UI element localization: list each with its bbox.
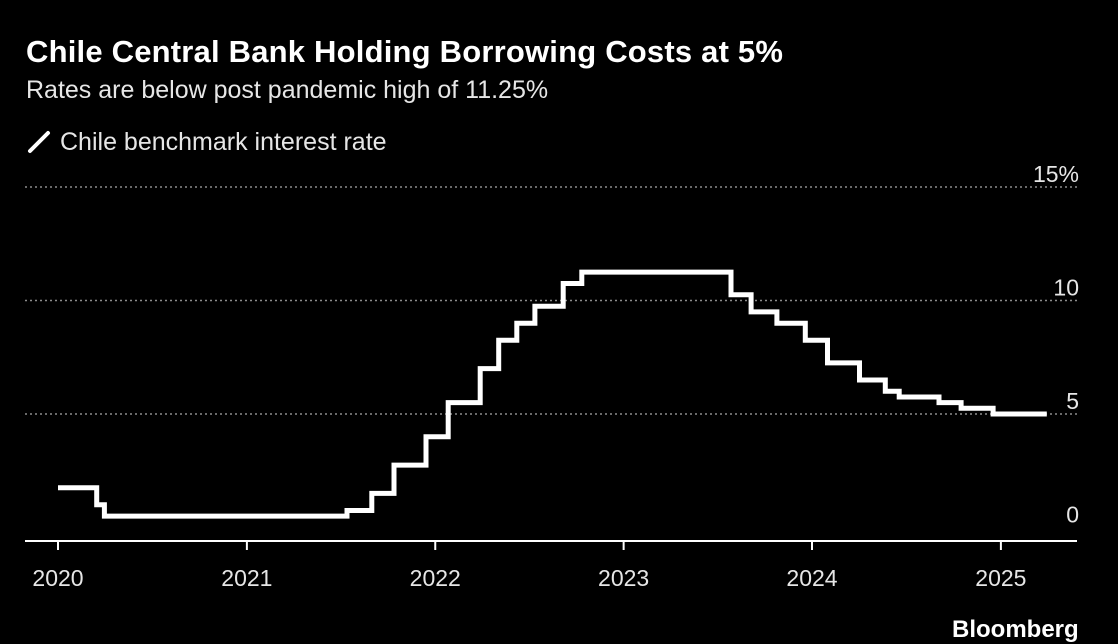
legend-label: Chile benchmark interest rate xyxy=(60,127,387,156)
y-tick-label: 15% xyxy=(1033,161,1079,187)
gridlines xyxy=(25,186,1077,415)
x-tick-label: 2025 xyxy=(975,565,1026,591)
y-axis-tick-labels: 0 5 10 15% xyxy=(1033,161,1079,528)
series-line-chile-benchmark-interest-rate xyxy=(58,269,1047,519)
chart-subtitle: Rates are below post pandemic high of 11… xyxy=(26,76,549,104)
x-tick-label: 2022 xyxy=(410,565,461,591)
source-label: Bloomberg xyxy=(952,616,1079,643)
x-tick-label: 2021 xyxy=(221,565,272,591)
y-tick-label: 5 xyxy=(1066,388,1079,414)
x-axis-ticks: 2020 2021 2022 2023 2024 2025 xyxy=(32,541,1026,591)
legend-line-swatch-icon xyxy=(28,131,50,153)
y-tick-label: 0 xyxy=(1066,502,1079,528)
x-tick-label: 2023 xyxy=(598,565,649,591)
chart-plot: 0 5 10 15% 2020 2021 2022 2023 2024 2025 xyxy=(25,161,1079,591)
x-tick-label: 2024 xyxy=(786,565,837,591)
y-tick-label: 10 xyxy=(1053,275,1079,301)
legend: Chile benchmark interest rate xyxy=(26,126,387,158)
x-tick-label: 2020 xyxy=(32,565,83,591)
chart-title: Chile Central Bank Holding Borrowing Cos… xyxy=(26,34,784,69)
